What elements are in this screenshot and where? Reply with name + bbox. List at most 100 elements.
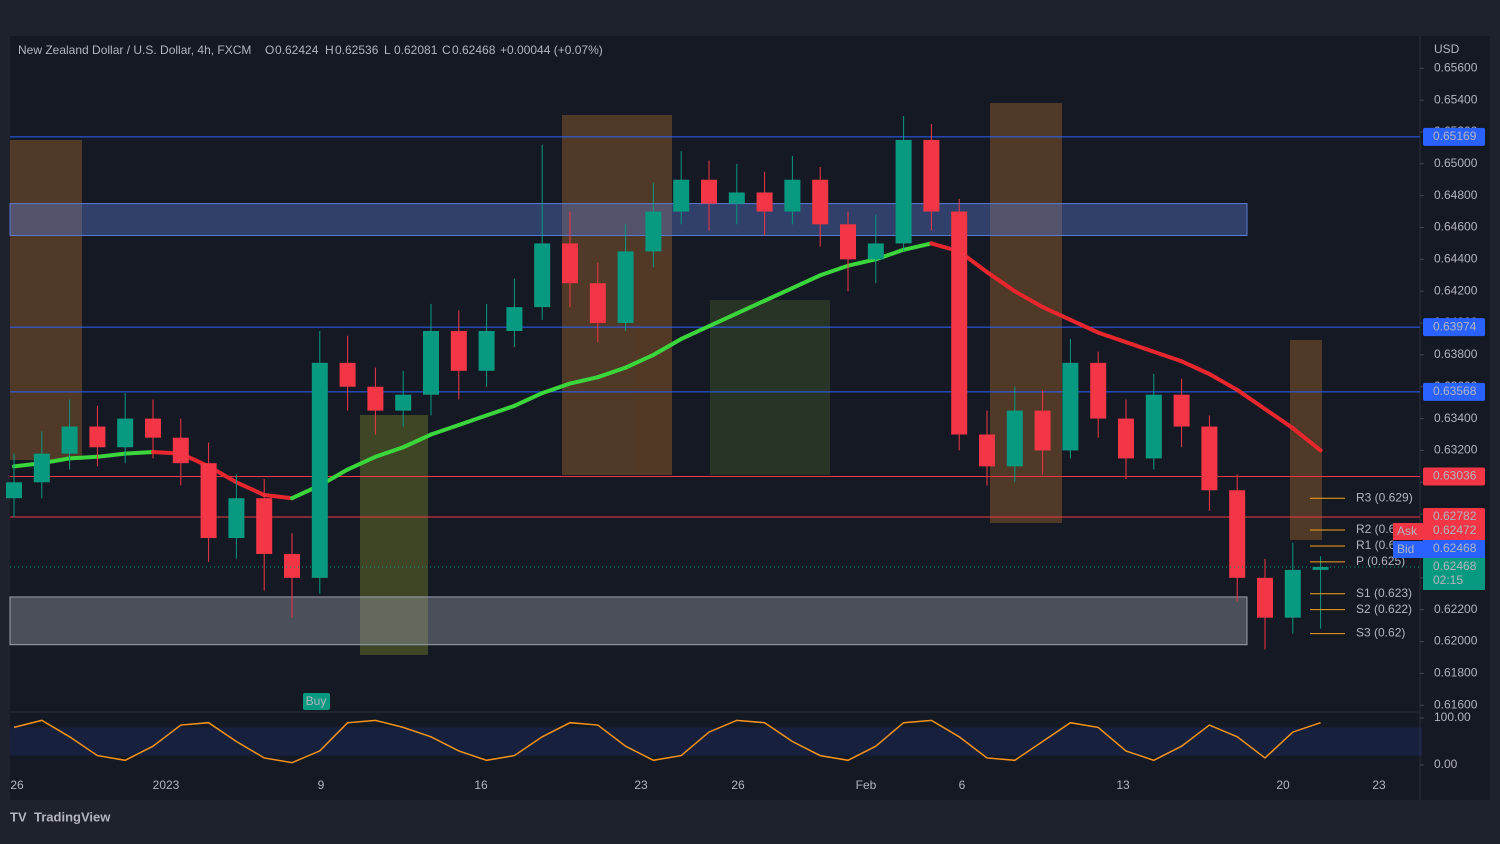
moving-average — [651, 336, 684, 357]
candle-body — [450, 331, 467, 371]
candle-body — [61, 426, 78, 454]
candle-body — [784, 179, 801, 212]
candle-body — [1173, 394, 1190, 427]
level-label: 0.65169 — [1433, 129, 1477, 143]
moving-average — [818, 263, 850, 278]
moving-average — [985, 270, 1017, 294]
y-tick-label: 0.63200 — [1434, 443, 1478, 457]
candle-body — [673, 179, 690, 212]
moving-average — [456, 413, 489, 427]
y-tick-label: 0.62000 — [1434, 634, 1478, 648]
currency: USD — [1434, 42, 1460, 56]
candle-body — [1284, 569, 1301, 618]
level-tag — [1423, 127, 1485, 146]
moving-average — [790, 273, 823, 291]
candle-body — [256, 498, 273, 554]
candle-body — [117, 418, 134, 448]
pivot-label: R3 (0.629) — [1356, 490, 1413, 504]
moving-average — [734, 298, 767, 316]
last-price-value: 0.62468 — [1433, 559, 1477, 573]
bid-tag — [1393, 541, 1423, 559]
moving-average — [1096, 330, 1128, 345]
candle-body — [172, 437, 189, 464]
candle-body — [1229, 490, 1246, 578]
pivot-label: P (0.625) — [1356, 554, 1405, 568]
candle-body — [284, 553, 300, 578]
candle-body — [534, 243, 551, 308]
candle-body — [1201, 426, 1218, 491]
moving-average — [1263, 407, 1295, 431]
last-price-box — [1423, 558, 1485, 591]
oscillator-tick-label: 100.00 — [1434, 710, 1471, 724]
level-label: 0.62782 — [1433, 509, 1477, 523]
pivot-label: S2 (0.622) — [1356, 602, 1412, 616]
level-label: 0.63036 — [1433, 469, 1477, 483]
level-tag — [1423, 507, 1485, 526]
candle-body — [1090, 362, 1107, 419]
candle-body — [367, 386, 384, 411]
buy-tag — [303, 693, 330, 710]
y-tick-label: 0.65600 — [1434, 60, 1478, 74]
moving-average — [1179, 359, 1212, 376]
y-tick-label: 0.63800 — [1434, 347, 1478, 361]
moving-average — [234, 480, 267, 498]
moving-average — [623, 352, 656, 370]
shade — [990, 103, 1062, 523]
candle-body — [1006, 410, 1023, 467]
candle-body — [1034, 410, 1051, 451]
ohlc-value: 0.62536 — [335, 43, 379, 57]
level-tag — [1423, 318, 1485, 337]
moving-average — [1235, 387, 1267, 412]
shade — [10, 140, 82, 460]
level-tag — [1423, 467, 1485, 486]
shade — [360, 415, 428, 655]
y-tick-label: 0.64600 — [1434, 220, 1478, 234]
moving-average — [707, 311, 739, 329]
shade — [710, 300, 830, 475]
y-tick-label: 0.65400 — [1434, 92, 1478, 106]
candle-body — [923, 139, 940, 212]
ohlc-value: 0.62468 — [452, 43, 496, 57]
moving-average — [762, 286, 795, 303]
candle-body — [562, 243, 578, 284]
ohlc-change: +0.00044 (+0.07%) — [500, 43, 603, 57]
candle-body — [89, 426, 106, 448]
candle-body — [812, 179, 829, 225]
candle-body — [423, 331, 439, 395]
moving-average — [568, 375, 600, 386]
candle-body — [840, 224, 856, 260]
level-label: 0.63568 — [1433, 384, 1477, 398]
x-tick-label: 23 — [634, 778, 648, 792]
candle-body — [228, 498, 245, 539]
candle-body — [645, 211, 662, 252]
candle-body — [1312, 567, 1329, 570]
candle-body — [589, 283, 606, 324]
ohlc-key: H — [325, 43, 334, 57]
candle-body — [200, 463, 217, 539]
pivot-label: S1 (0.623) — [1356, 586, 1412, 600]
x-tick-label: 26 — [10, 778, 24, 792]
brand: TradingView — [34, 809, 111, 824]
candle-body — [951, 211, 968, 435]
moving-average — [1151, 349, 1184, 364]
buy-label: Buy — [306, 694, 327, 708]
ask-tag — [1393, 523, 1423, 541]
ask-box — [1423, 522, 1485, 541]
y-tick-label: 0.62200 — [1434, 602, 1478, 616]
brand-logo: TV — [10, 809, 27, 824]
y-tick-label: 0.64800 — [1434, 188, 1478, 202]
moving-average — [429, 422, 461, 437]
moving-average — [1290, 426, 1323, 453]
candle-body — [756, 192, 773, 212]
moving-average — [540, 381, 572, 396]
candle-body — [395, 394, 412, 411]
symbol-title: New Zealand Dollar / U.S. Dollar, 4h, FX… — [18, 43, 251, 57]
y-tick-label: 0.63400 — [1434, 411, 1478, 425]
ohlc-key: O — [265, 43, 274, 57]
candle-body — [506, 307, 523, 332]
pivot-label: S3 (0.62) — [1356, 626, 1405, 640]
ask-key: Ask — [1397, 524, 1418, 538]
level-tag — [1423, 382, 1485, 401]
